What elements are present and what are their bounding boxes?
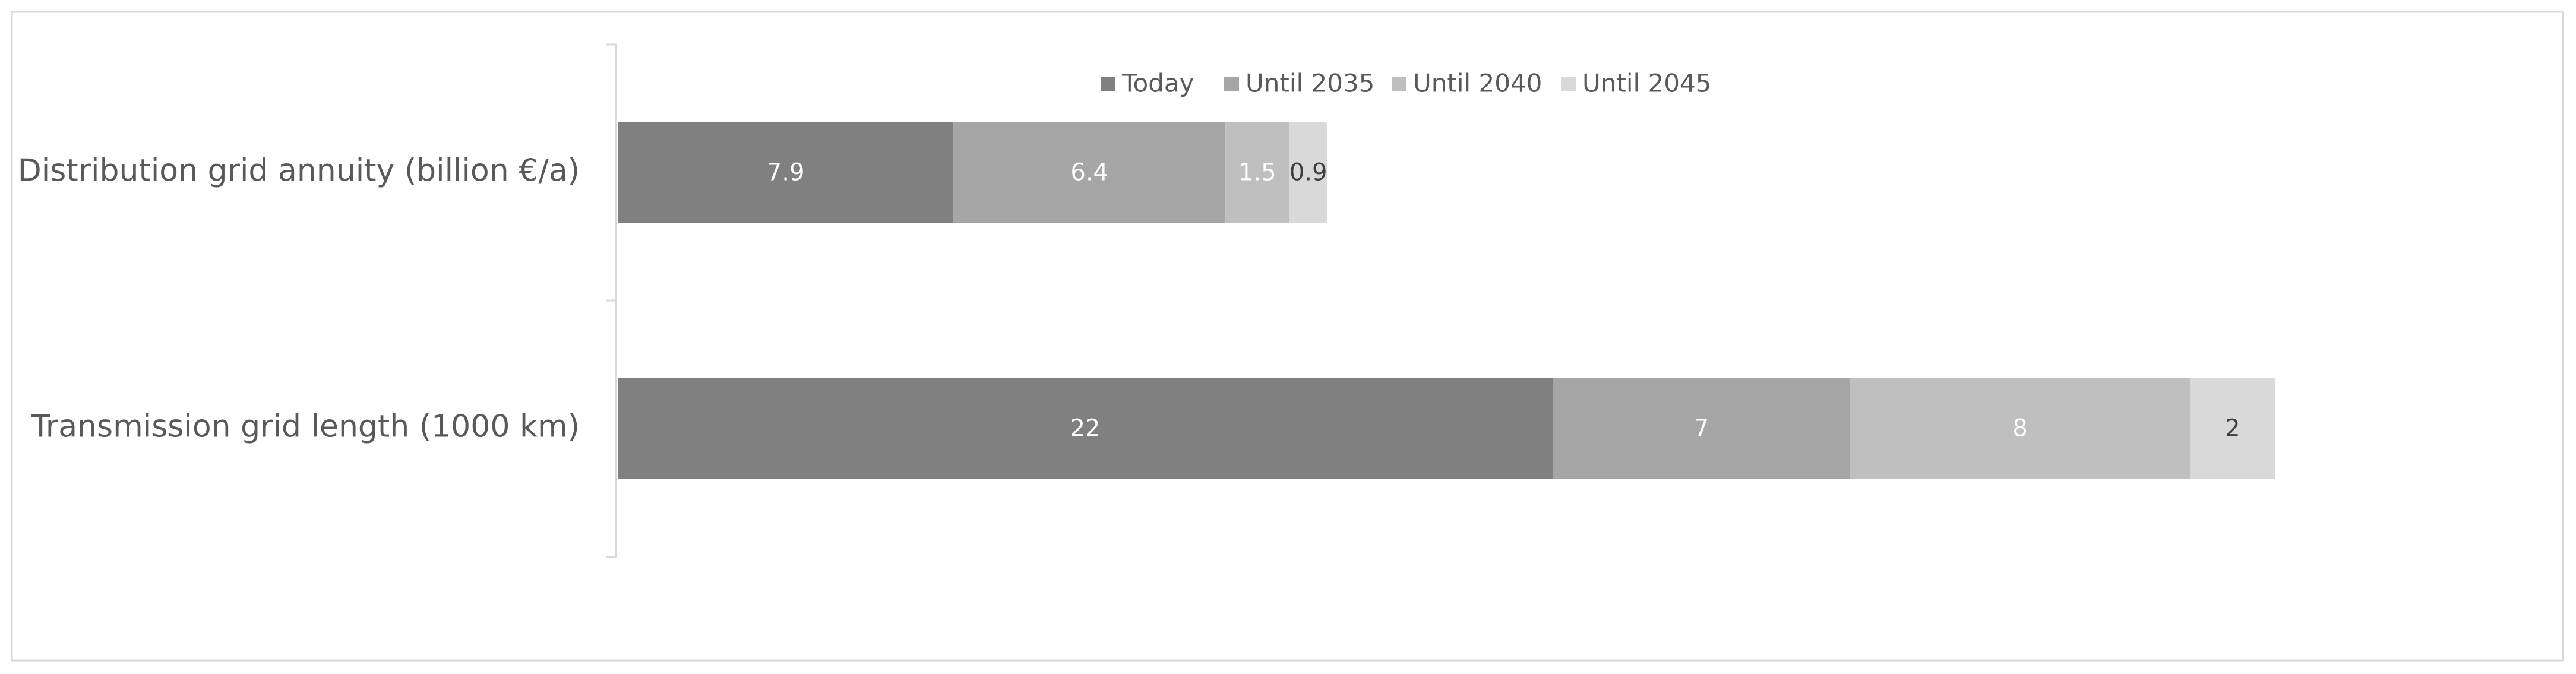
data-label: 7.9 xyxy=(767,159,805,186)
bar-segment xyxy=(618,378,1553,479)
data-label: 6.4 xyxy=(1070,159,1108,186)
bar-segment xyxy=(618,122,954,223)
bar-segment xyxy=(1225,122,1289,223)
bar-segment xyxy=(1850,378,2191,479)
legend-label: Until 2040 xyxy=(1413,69,1542,98)
data-label: 0.9 xyxy=(1289,159,1327,186)
category-label: Distribution grid annuity (billion €/a) xyxy=(18,153,580,189)
legend-swatch xyxy=(1224,77,1239,91)
legend-label: Until 2045 xyxy=(1582,69,1711,98)
bar-segment xyxy=(1553,378,1850,479)
bar-segment xyxy=(2190,378,2275,479)
legend-label: Until 2035 xyxy=(1246,69,1374,98)
data-label: 8 xyxy=(2012,415,2027,442)
chart-frame xyxy=(11,11,2564,662)
data-label: 2 xyxy=(2225,415,2240,442)
data-label: 7 xyxy=(1694,415,1709,442)
data-label: 1.5 xyxy=(1238,159,1276,186)
bar-segment xyxy=(953,122,1226,223)
category-label: Transmission grid length (1000 km) xyxy=(31,409,580,445)
category-axis xyxy=(606,43,617,558)
legend-swatch xyxy=(1561,77,1576,91)
legend-swatch xyxy=(1392,77,1406,91)
legend-swatch xyxy=(1101,77,1115,91)
bar-segment xyxy=(1289,122,1327,223)
legend-label: Today xyxy=(1121,69,1194,98)
data-label: 22 xyxy=(1070,415,1101,442)
